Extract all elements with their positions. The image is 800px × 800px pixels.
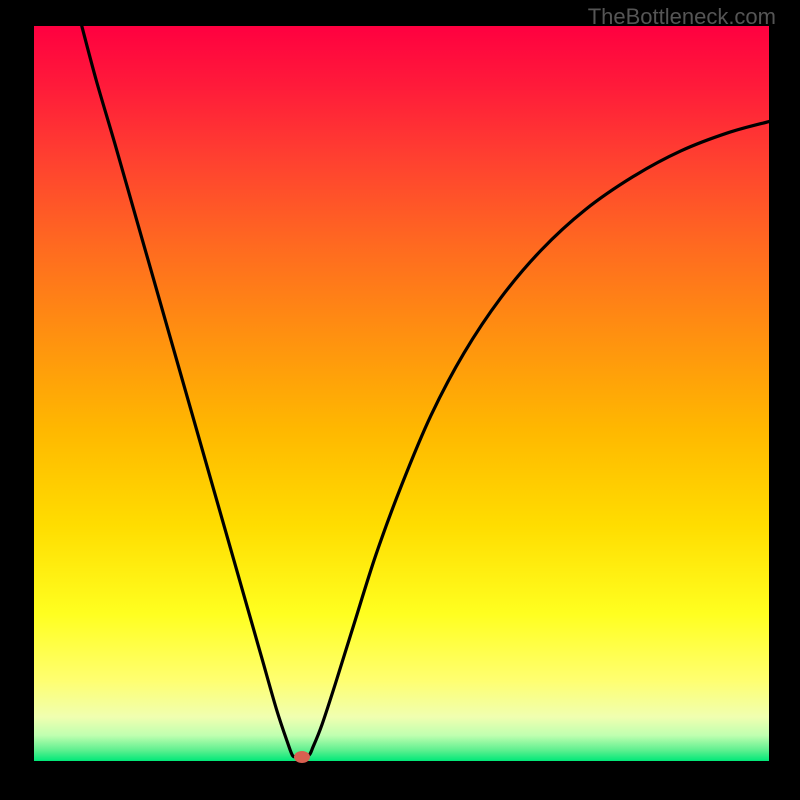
chart-curve: [34, 26, 769, 761]
chart-canvas: [34, 26, 769, 761]
optimum-marker: [294, 751, 310, 763]
bottleneck-curve-path: [82, 26, 769, 757]
watermark-text: TheBottleneck.com: [588, 4, 776, 30]
